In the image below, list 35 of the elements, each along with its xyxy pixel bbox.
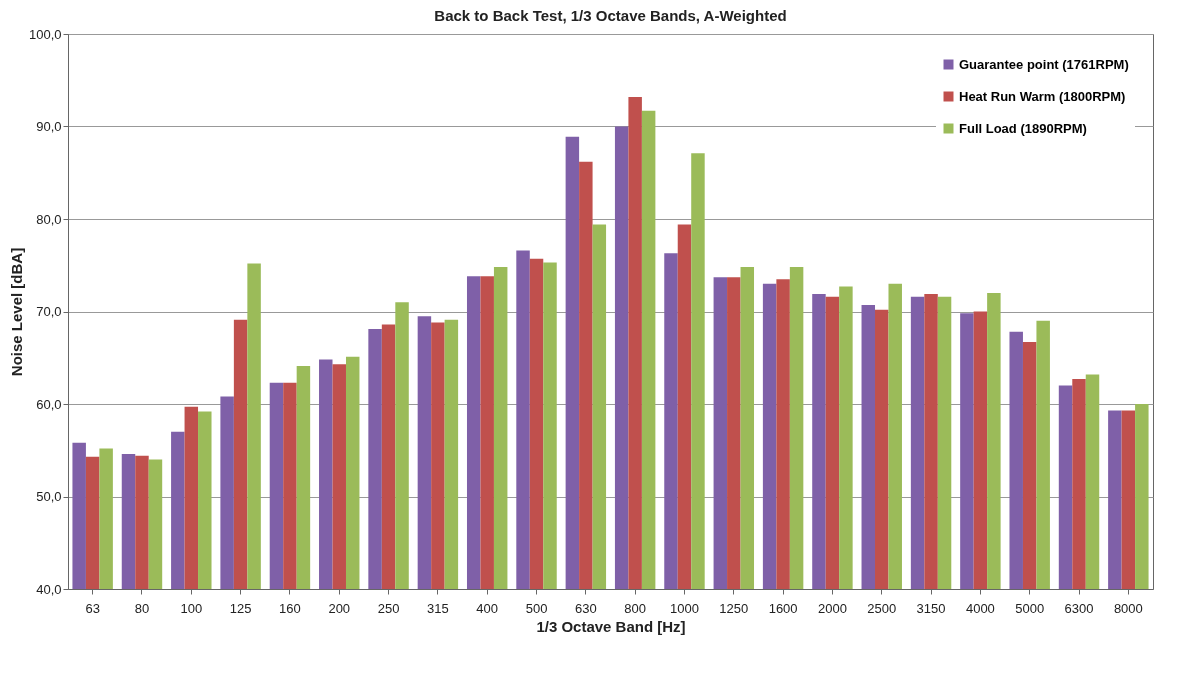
y-tick-label: 60,0 [36,396,62,412]
x-tick-label: 2000 [817,600,847,616]
y-tick-label: 100,0 [28,26,62,42]
x-tick-label: 1250 [719,600,749,616]
y-tick-label: 40,0 [36,581,62,597]
x-tick-label: 1000 [670,600,699,616]
x-tick-label: 315 [427,600,449,616]
x-tick-label: 400 [476,600,499,616]
x-tick-label: 4000 [965,600,995,616]
x-tick-label: 800 [624,600,647,616]
x-tick-label: 8000 [1113,600,1143,616]
x-tick-label: 630 [574,600,597,616]
x-tick-label: 6300 [1064,600,1094,616]
x-tick-label: 80 [134,600,150,616]
x-tick-label: 3150 [916,600,946,616]
x-tick-label: 2500 [867,600,897,616]
legend-label: Guarantee point (1761RPM) [959,56,1129,72]
y-tick-label: 90,0 [36,119,62,134]
x-axis-title: 1/3 Octave Band [Hz] [536,617,686,635]
x-tick-label: 125 [229,600,252,616]
y-tick-label: 70,0 [36,304,62,319]
y-axis-title: Noise Level [dBA] [7,247,25,377]
x-tick-label: 250 [377,600,400,616]
chart-title: Back to Back Test, 1/3 Octave Bands, A-Weighted [434,7,787,24]
x-tick-label: 100 [180,600,203,616]
x-tick-label: 1600 [768,600,798,616]
y-tick-label: 50,0 [36,489,62,504]
legend-label: Full Load (1890RPM) [959,120,1087,136]
y-tick-label: 80,0 [36,211,62,227]
x-tick-label: 63 [85,600,100,616]
x-tick-label: 200 [328,600,351,616]
x-tick-label: 160 [279,600,301,616]
x-tick-label: 500 [525,600,548,616]
x-tick-label: 5000 [1015,600,1045,616]
legend-label: Heat Run Warm (1800RPM) [959,88,1126,104]
